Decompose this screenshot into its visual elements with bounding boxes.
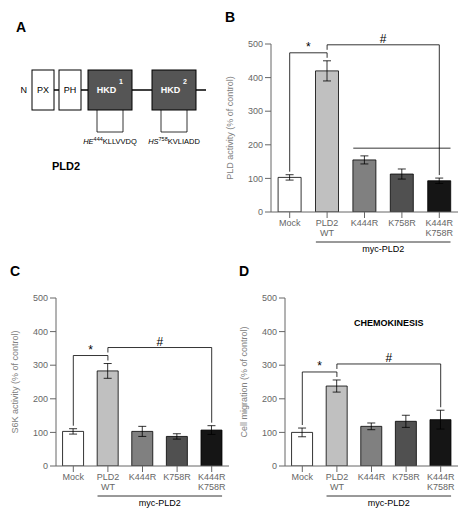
- svg-text:400: 400: [262, 327, 277, 337]
- svg-text:400: 400: [33, 327, 48, 337]
- svg-text:200: 200: [33, 394, 48, 404]
- svg-text:PX: PX: [37, 85, 49, 95]
- svg-text:N: N: [21, 85, 28, 95]
- svg-text:PLD2WT: PLD2WT: [97, 472, 120, 492]
- svg-text:K444RK758R: K444RK758R: [198, 472, 226, 492]
- svg-text:500: 500: [33, 293, 48, 303]
- svg-text:PLD2: PLD2: [52, 160, 80, 172]
- svg-text:Cell migration (% of control): Cell migration (% of control): [239, 326, 249, 437]
- svg-text:Mock: Mock: [279, 218, 301, 228]
- svg-text:400: 400: [248, 73, 263, 83]
- svg-text:CHEMOKINESIS: CHEMOKINESIS: [354, 318, 424, 328]
- svg-text:PLD2WT: PLD2WT: [316, 218, 339, 238]
- svg-text:K444RK758R: K444RK758R: [427, 472, 455, 492]
- svg-text:0: 0: [43, 461, 48, 471]
- svg-text:300: 300: [262, 360, 277, 370]
- svg-text:PLD activity (% of control): PLD activity (% of control): [225, 76, 235, 180]
- svg-text:100: 100: [33, 428, 48, 438]
- svg-text:200: 200: [262, 394, 277, 404]
- svg-text:A: A: [16, 19, 26, 35]
- svg-text:D: D: [239, 263, 249, 279]
- svg-text:1: 1: [119, 78, 123, 85]
- svg-text:HE444KLLVVDQ: HE444KLLVVDQ: [83, 136, 137, 146]
- svg-text:K444RK758R: K444RK758R: [426, 218, 454, 238]
- svg-text:#: #: [156, 335, 163, 349]
- svg-text:HKD: HKD: [97, 85, 117, 95]
- svg-text:K444R: K444R: [351, 218, 379, 228]
- svg-text:PH: PH: [64, 85, 77, 95]
- svg-text:C: C: [10, 263, 20, 279]
- svg-text:myc-PLD2: myc-PLD2: [368, 498, 410, 508]
- svg-text:300: 300: [33, 360, 48, 370]
- svg-text:Mock: Mock: [292, 472, 314, 482]
- svg-text:100: 100: [262, 428, 277, 438]
- svg-text:myc-PLD2: myc-PLD2: [139, 498, 181, 508]
- svg-text:500: 500: [262, 293, 277, 303]
- svg-text:myc-PLD2: myc-PLD2: [362, 244, 404, 254]
- svg-text:K758R: K758R: [388, 218, 416, 228]
- svg-text:HS758KVLIADD: HS758KVLIADD: [148, 136, 200, 146]
- svg-text:Mock: Mock: [63, 472, 85, 482]
- svg-text:HKD: HKD: [161, 85, 181, 95]
- svg-text:#: #: [385, 351, 392, 365]
- svg-text:*: *: [88, 343, 93, 357]
- svg-text:#: #: [380, 32, 387, 46]
- svg-text:0: 0: [258, 207, 263, 217]
- svg-text:200: 200: [248, 140, 263, 150]
- svg-text:K758R: K758R: [392, 472, 420, 482]
- svg-text:300: 300: [248, 106, 263, 116]
- svg-text:100: 100: [248, 174, 263, 184]
- svg-text:S6K activity (% of control): S6K activity (% of control): [10, 330, 20, 433]
- svg-text:K758R: K758R: [163, 472, 191, 482]
- svg-text:2: 2: [183, 78, 187, 85]
- svg-text:B: B: [225, 9, 235, 25]
- svg-text:K444R: K444R: [129, 472, 157, 482]
- svg-text:*: *: [317, 359, 322, 373]
- svg-text:K444R: K444R: [358, 472, 386, 482]
- svg-text:PLD2WT: PLD2WT: [326, 472, 349, 492]
- svg-text:0: 0: [272, 461, 277, 471]
- svg-text:500: 500: [248, 39, 263, 49]
- svg-text:*: *: [306, 40, 311, 54]
